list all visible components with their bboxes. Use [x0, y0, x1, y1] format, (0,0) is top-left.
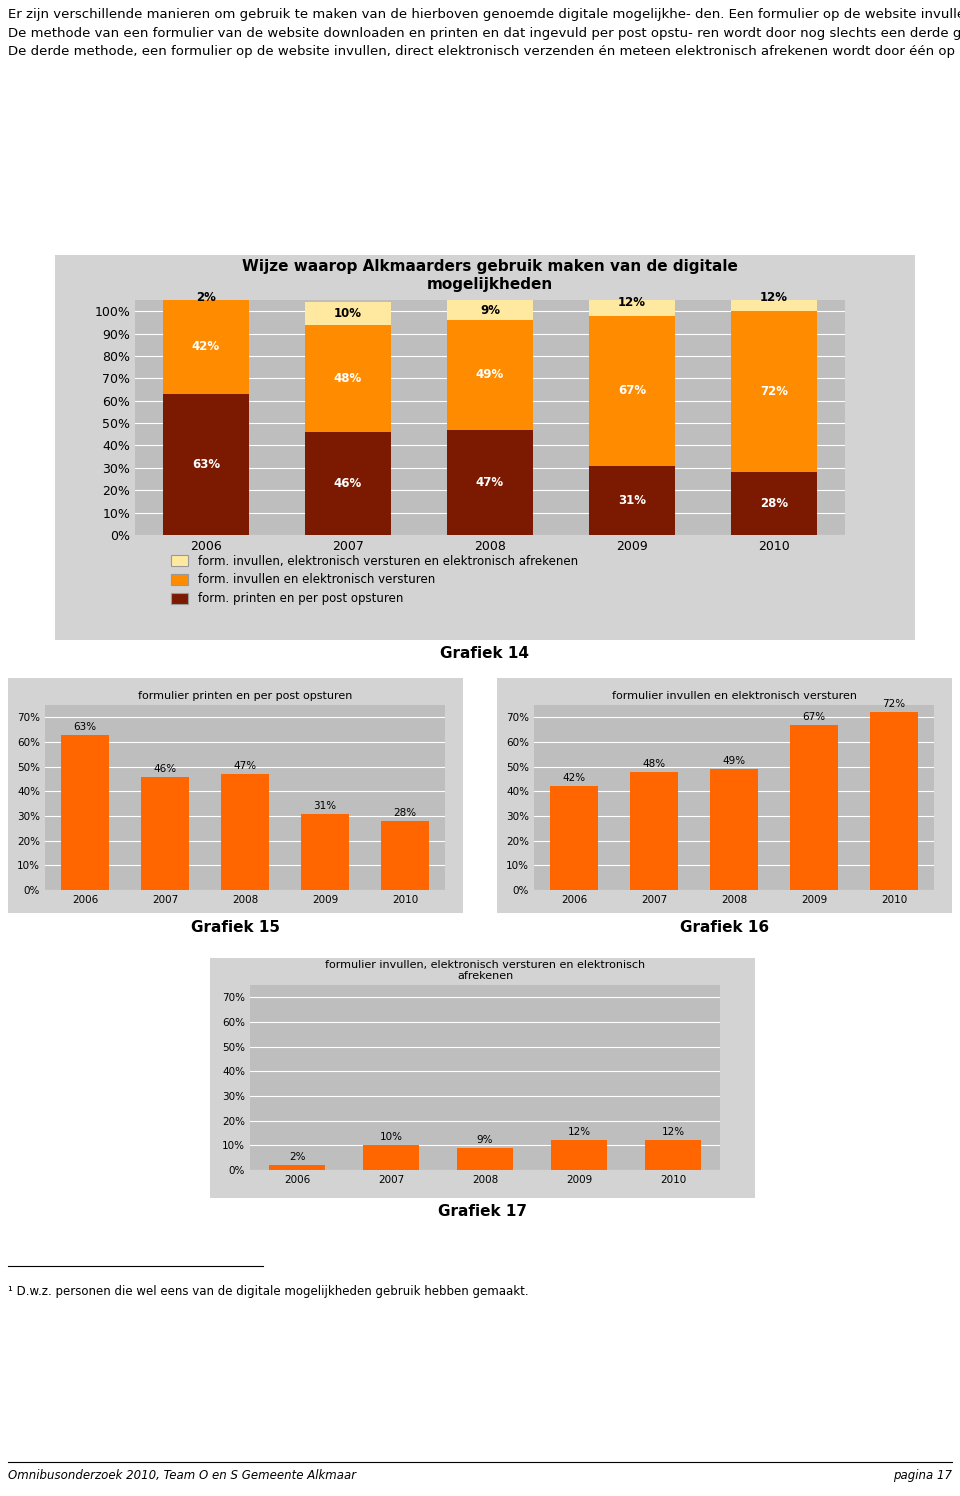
Bar — [221, 773, 269, 890]
Text: 72%: 72% — [882, 700, 905, 709]
Bar — [732, 473, 817, 536]
Text: 46%: 46% — [154, 763, 177, 773]
Bar — [305, 432, 391, 536]
Text: 42%: 42% — [192, 341, 220, 353]
Text: 63%: 63% — [192, 458, 220, 471]
Bar — [551, 1140, 607, 1170]
Title: formulier invullen en elektronisch versturen: formulier invullen en elektronisch verst… — [612, 691, 856, 702]
Bar — [732, 311, 817, 473]
Bar — [269, 1165, 325, 1170]
Text: 48%: 48% — [642, 758, 665, 769]
Text: 10%: 10% — [379, 1132, 402, 1143]
Bar — [141, 776, 189, 890]
FancyBboxPatch shape — [486, 672, 960, 919]
Text: 2%: 2% — [196, 292, 216, 304]
Text: 63%: 63% — [73, 721, 97, 732]
Text: 10%: 10% — [334, 307, 362, 320]
Bar — [447, 320, 533, 429]
Text: 12%: 12% — [618, 296, 646, 308]
Text: 72%: 72% — [760, 386, 788, 398]
Text: Grafiek 14: Grafiek 14 — [441, 646, 530, 661]
Bar — [163, 296, 249, 301]
Bar — [381, 821, 429, 890]
Text: Omnibusonderzoek 2010, Team O en S Gemeente Alkmaar: Omnibusonderzoek 2010, Team O en S Gemee… — [8, 1469, 356, 1481]
Text: 48%: 48% — [334, 373, 362, 384]
Legend: form. invullen, elektronisch versturen en elektronisch afrekenen, form. invullen: form. invullen, elektronisch versturen e… — [166, 551, 583, 610]
Bar — [589, 289, 675, 316]
Text: 31%: 31% — [313, 800, 337, 811]
Bar — [61, 735, 109, 890]
Bar — [447, 301, 533, 320]
Bar — [645, 1140, 701, 1170]
Bar — [301, 814, 349, 890]
Bar — [305, 325, 391, 432]
Bar — [457, 1147, 514, 1170]
Bar — [163, 301, 249, 393]
Text: 47%: 47% — [476, 476, 504, 489]
FancyBboxPatch shape — [197, 951, 769, 1204]
Bar — [363, 1146, 420, 1170]
Text: 67%: 67% — [618, 384, 646, 396]
Text: 2%: 2% — [289, 1152, 305, 1162]
Bar — [589, 316, 675, 465]
Bar — [305, 302, 391, 325]
Text: 42%: 42% — [563, 773, 586, 784]
Bar — [630, 772, 678, 890]
Bar — [589, 465, 675, 536]
Text: 46%: 46% — [334, 477, 362, 491]
Text: 67%: 67% — [803, 712, 826, 721]
Text: Grafiek 16: Grafiek 16 — [680, 920, 769, 935]
Text: 12%: 12% — [567, 1128, 590, 1137]
Text: 31%: 31% — [618, 494, 646, 507]
Bar — [550, 787, 598, 890]
Text: ¹ D.w.z. personen die wel eens van de digitale mogelijkheden gebruik hebben gema: ¹ D.w.z. personen die wel eens van de di… — [8, 1285, 529, 1297]
Title: formulier invullen, elektronisch versturen en elektronisch
afrekenen: formulier invullen, elektronisch verstur… — [324, 960, 645, 981]
Bar — [163, 393, 249, 536]
Text: 28%: 28% — [760, 497, 788, 510]
Text: 28%: 28% — [394, 808, 417, 818]
Text: 47%: 47% — [233, 761, 256, 770]
Text: 9%: 9% — [477, 1135, 493, 1144]
FancyBboxPatch shape — [0, 672, 474, 919]
Text: pagina 17: pagina 17 — [893, 1469, 952, 1481]
Text: 12%: 12% — [661, 1128, 684, 1137]
Text: Grafiek 15: Grafiek 15 — [191, 920, 280, 935]
Bar — [870, 712, 918, 890]
Bar — [732, 284, 817, 311]
FancyBboxPatch shape — [34, 245, 937, 649]
Text: 49%: 49% — [723, 755, 746, 766]
Text: Er zijn verschillende manieren om gebruik te maken van de hierboven genoemde dig: Er zijn verschillende manieren om gebrui… — [8, 7, 960, 58]
Text: Grafiek 17: Grafiek 17 — [438, 1204, 527, 1219]
Bar — [710, 769, 758, 890]
Bar — [447, 429, 533, 536]
Text: 9%: 9% — [480, 304, 500, 317]
Text: 49%: 49% — [476, 368, 504, 381]
Text: 12%: 12% — [760, 292, 788, 304]
Title: formulier printen en per post opsturen: formulier printen en per post opsturen — [138, 691, 352, 702]
Title: Wijze waarop Alkmaarders gebruik maken van de digitale
mogelijkheden: Wijze waarop Alkmaarders gebruik maken v… — [242, 259, 738, 292]
Bar — [790, 724, 838, 890]
